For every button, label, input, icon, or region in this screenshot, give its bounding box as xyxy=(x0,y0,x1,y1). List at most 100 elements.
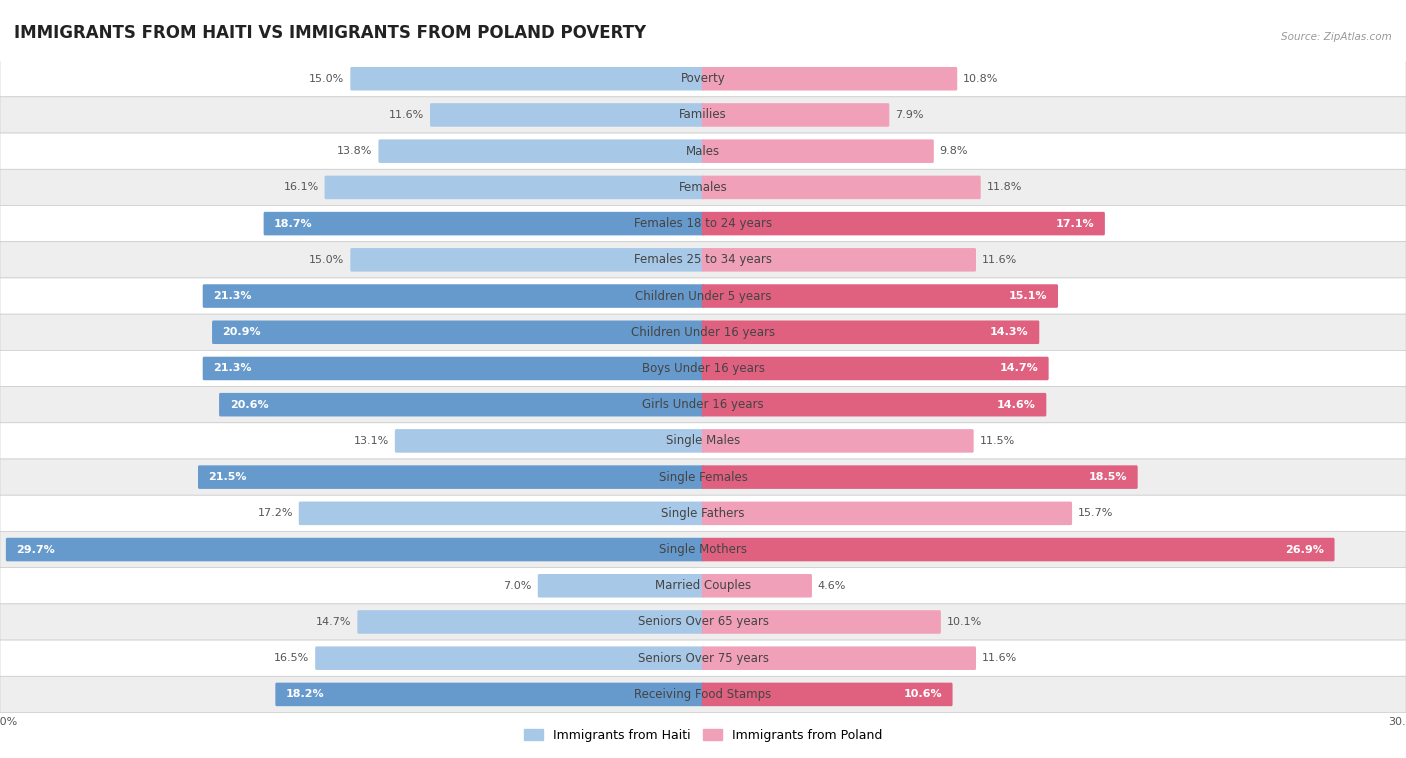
Text: 10.6%: 10.6% xyxy=(904,690,942,700)
FancyBboxPatch shape xyxy=(315,647,704,670)
FancyBboxPatch shape xyxy=(0,61,1406,97)
FancyBboxPatch shape xyxy=(202,284,704,308)
FancyBboxPatch shape xyxy=(430,103,704,127)
Text: 10.1%: 10.1% xyxy=(946,617,981,627)
FancyBboxPatch shape xyxy=(0,531,1406,568)
Text: 11.6%: 11.6% xyxy=(389,110,425,120)
FancyBboxPatch shape xyxy=(702,574,813,597)
FancyBboxPatch shape xyxy=(702,211,1105,236)
Text: 17.2%: 17.2% xyxy=(257,509,292,518)
FancyBboxPatch shape xyxy=(212,321,704,344)
Text: 21.5%: 21.5% xyxy=(208,472,247,482)
FancyBboxPatch shape xyxy=(0,604,1406,640)
FancyBboxPatch shape xyxy=(702,321,1039,344)
Text: 13.8%: 13.8% xyxy=(337,146,373,156)
FancyBboxPatch shape xyxy=(298,502,704,525)
FancyBboxPatch shape xyxy=(198,465,704,489)
Text: 4.6%: 4.6% xyxy=(818,581,846,590)
FancyBboxPatch shape xyxy=(0,278,1406,314)
FancyBboxPatch shape xyxy=(325,176,704,199)
Text: Source: ZipAtlas.com: Source: ZipAtlas.com xyxy=(1281,33,1392,42)
FancyBboxPatch shape xyxy=(378,139,704,163)
FancyBboxPatch shape xyxy=(702,103,890,127)
FancyBboxPatch shape xyxy=(276,683,704,706)
Text: 15.0%: 15.0% xyxy=(309,255,344,265)
Text: 14.7%: 14.7% xyxy=(1000,364,1038,374)
Text: Females: Females xyxy=(679,181,727,194)
Text: Families: Families xyxy=(679,108,727,121)
Text: Boys Under 16 years: Boys Under 16 years xyxy=(641,362,765,375)
Text: 21.3%: 21.3% xyxy=(214,291,252,301)
FancyBboxPatch shape xyxy=(702,67,957,90)
FancyBboxPatch shape xyxy=(357,610,704,634)
FancyBboxPatch shape xyxy=(702,393,1046,416)
Text: 16.5%: 16.5% xyxy=(274,653,309,663)
FancyBboxPatch shape xyxy=(0,97,1406,133)
FancyBboxPatch shape xyxy=(0,676,1406,713)
Text: Poverty: Poverty xyxy=(681,72,725,85)
Text: 11.6%: 11.6% xyxy=(981,653,1017,663)
Text: 21.3%: 21.3% xyxy=(214,364,252,374)
Text: Single Mothers: Single Mothers xyxy=(659,543,747,556)
FancyBboxPatch shape xyxy=(350,67,704,90)
Text: IMMIGRANTS FROM HAITI VS IMMIGRANTS FROM POLAND POVERTY: IMMIGRANTS FROM HAITI VS IMMIGRANTS FROM… xyxy=(14,24,647,42)
Text: 15.7%: 15.7% xyxy=(1078,509,1114,518)
Text: Married Couples: Married Couples xyxy=(655,579,751,592)
FancyBboxPatch shape xyxy=(702,502,1073,525)
FancyBboxPatch shape xyxy=(350,248,704,271)
Text: 9.8%: 9.8% xyxy=(939,146,969,156)
FancyBboxPatch shape xyxy=(202,357,704,381)
Text: 26.9%: 26.9% xyxy=(1285,544,1324,555)
Text: Single Fathers: Single Fathers xyxy=(661,507,745,520)
Text: 7.9%: 7.9% xyxy=(896,110,924,120)
FancyBboxPatch shape xyxy=(702,537,1334,562)
Text: Receiving Food Stamps: Receiving Food Stamps xyxy=(634,688,772,701)
Text: 14.7%: 14.7% xyxy=(316,617,352,627)
FancyBboxPatch shape xyxy=(702,429,973,453)
Text: 15.1%: 15.1% xyxy=(1010,291,1047,301)
FancyBboxPatch shape xyxy=(0,169,1406,205)
Text: Seniors Over 75 years: Seniors Over 75 years xyxy=(637,652,769,665)
FancyBboxPatch shape xyxy=(0,242,1406,278)
FancyBboxPatch shape xyxy=(0,387,1406,423)
Text: 15.0%: 15.0% xyxy=(309,74,344,83)
Text: 10.8%: 10.8% xyxy=(963,74,998,83)
Text: Children Under 5 years: Children Under 5 years xyxy=(634,290,772,302)
Text: 20.6%: 20.6% xyxy=(229,399,269,409)
Text: 11.5%: 11.5% xyxy=(980,436,1015,446)
Text: 18.7%: 18.7% xyxy=(274,218,312,229)
Text: 18.5%: 18.5% xyxy=(1088,472,1128,482)
Text: Females 18 to 24 years: Females 18 to 24 years xyxy=(634,217,772,230)
FancyBboxPatch shape xyxy=(6,537,704,562)
FancyBboxPatch shape xyxy=(219,393,704,416)
Text: 29.7%: 29.7% xyxy=(17,544,55,555)
FancyBboxPatch shape xyxy=(702,139,934,163)
FancyBboxPatch shape xyxy=(702,647,976,670)
Text: Females 25 to 34 years: Females 25 to 34 years xyxy=(634,253,772,266)
FancyBboxPatch shape xyxy=(0,314,1406,350)
FancyBboxPatch shape xyxy=(0,205,1406,242)
Text: 7.0%: 7.0% xyxy=(503,581,531,590)
Text: 16.1%: 16.1% xyxy=(284,183,319,193)
FancyBboxPatch shape xyxy=(0,350,1406,387)
FancyBboxPatch shape xyxy=(702,683,953,706)
FancyBboxPatch shape xyxy=(538,574,704,597)
FancyBboxPatch shape xyxy=(702,176,981,199)
FancyBboxPatch shape xyxy=(0,423,1406,459)
Legend: Immigrants from Haiti, Immigrants from Poland: Immigrants from Haiti, Immigrants from P… xyxy=(519,724,887,747)
Text: Males: Males xyxy=(686,145,720,158)
Text: Single Females: Single Females xyxy=(658,471,748,484)
Text: Seniors Over 65 years: Seniors Over 65 years xyxy=(637,615,769,628)
Text: 17.1%: 17.1% xyxy=(1056,218,1094,229)
FancyBboxPatch shape xyxy=(0,133,1406,169)
FancyBboxPatch shape xyxy=(702,357,1049,381)
Text: Girls Under 16 years: Girls Under 16 years xyxy=(643,398,763,411)
FancyBboxPatch shape xyxy=(702,610,941,634)
Text: Children Under 16 years: Children Under 16 years xyxy=(631,326,775,339)
Text: 14.3%: 14.3% xyxy=(990,327,1029,337)
FancyBboxPatch shape xyxy=(0,459,1406,495)
FancyBboxPatch shape xyxy=(702,465,1137,489)
FancyBboxPatch shape xyxy=(0,640,1406,676)
FancyBboxPatch shape xyxy=(0,495,1406,531)
Text: Single Males: Single Males xyxy=(666,434,740,447)
